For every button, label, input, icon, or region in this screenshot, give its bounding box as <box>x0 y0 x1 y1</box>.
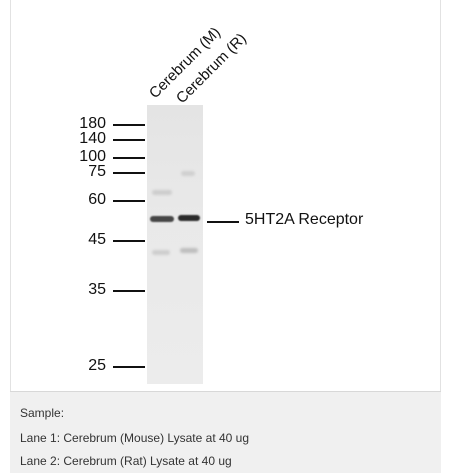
marker-45: 45 <box>88 231 106 248</box>
western-blot-image <box>66 4 386 386</box>
tick-100 <box>113 157 145 159</box>
marker-100: 100 <box>79 148 106 165</box>
tick-45 <box>113 240 145 242</box>
target-label: 5HT2A Receptor <box>245 211 364 228</box>
target-pointer-line <box>207 221 239 223</box>
tick-35 <box>113 290 145 292</box>
marker-180: 180 <box>79 115 106 132</box>
tick-180 <box>113 124 145 126</box>
marker-140: 140 <box>79 130 106 147</box>
marker-25: 25 <box>88 357 106 374</box>
marker-75: 75 <box>88 163 106 180</box>
sample-lane1: Lane 1: Cerebrum (Mouse) Lysate at 40 ug <box>20 431 250 445</box>
blot-membrane <box>147 105 203 384</box>
marker-60: 60 <box>88 191 106 208</box>
band-lane1-main <box>150 216 174 222</box>
band-lane2-upper <box>181 171 195 176</box>
band-lane1-faint <box>152 190 172 195</box>
tick-25 <box>113 366 145 368</box>
sample-heading: Sample: <box>20 406 65 420</box>
band-lane2-lower <box>180 248 198 253</box>
tick-75 <box>113 172 145 174</box>
marker-35: 35 <box>88 281 106 298</box>
tick-60 <box>113 200 145 202</box>
tick-140 <box>113 139 145 141</box>
band-lane1-lower <box>152 250 170 255</box>
sample-info-panel: Sample: Lane 1: Cerebrum (Mouse) Lysate … <box>10 391 441 473</box>
sample-lane2: Lane 2: Cerebrum (Rat) Lysate at 40 ug <box>20 454 232 468</box>
band-lane2-main <box>178 215 200 221</box>
